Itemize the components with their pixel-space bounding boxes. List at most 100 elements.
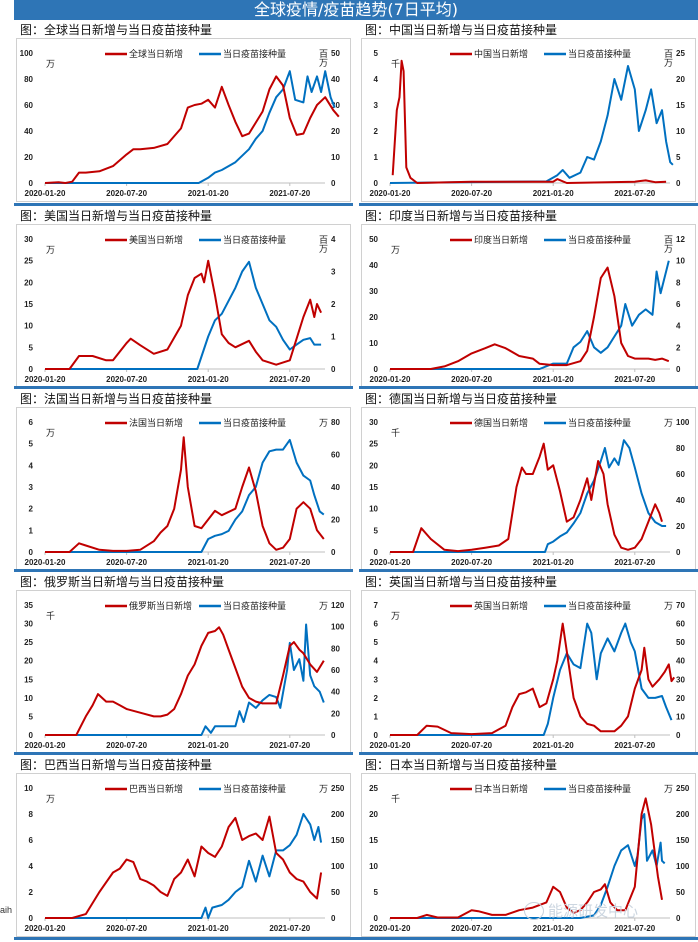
chart-panel: 图：德国当日新增与当日疫苗接种量 2020-01-20 2020-07-20 2021… [359,386,698,571]
left-tick-label: 4 [374,657,379,666]
right-tick-label: 60 [676,470,685,479]
right-unit-label: 万 [317,418,328,428]
left-tick-label: 10 [24,784,33,793]
panel-divider [359,386,698,389]
right-tick-label: 200 [331,810,345,819]
x-tick-label: 2021-01-20 [533,558,574,567]
x-tick-label: 2021-07-20 [614,741,655,750]
chart-frame: 2020-01-20 2020-07-20 2021-01-20 2021-07-20… [361,38,696,202]
line-chart: 2020-01-20 2020-07-20 2021-01-20 2021-07-20… [24,783,345,933]
left-tick-label: 3 [374,101,379,110]
right-tick-label: 20 [331,127,340,136]
left-tick-label: 1 [374,153,379,162]
chart-title: 图：全球当日新增与当日疫苗接种量 [20,23,213,37]
right-tick-label: 30 [331,101,340,110]
right-tick-label: 80 [331,418,340,427]
right-tick-label: 0 [331,914,336,923]
panel-divider [14,569,353,572]
left-tick-label: 30 [24,235,33,244]
line-chart: 2020-01-20 2020-07-20 2021-01-20 2021-07-20… [369,783,690,933]
x-tick-label: 2021-01-20 [188,375,229,384]
right-tick-label: 40 [676,657,685,666]
left-tick-label: 10 [24,694,33,703]
legend-label-cases: 印度当日新增 [474,234,528,246]
series-line-cases [390,442,663,553]
x-tick-label: 2020-07-20 [106,924,147,933]
left-tick-label: 6 [29,836,34,845]
line-chart: 2020-01-20 2020-07-20 2021-01-20 2021-07-20… [370,48,686,198]
series-line-vaccine [390,439,667,553]
chart-panel: 图：中国当日新增与当日疫苗接种量 2020-01-20 2020-07-20 2021… [359,20,698,203]
left-tick-label: 20 [369,313,378,322]
chart-panel: 图：俄罗斯当日新增与当日疫苗接种量 2020-01-20 2020-07-20 202… [14,569,353,754]
x-tick-label: 2021-07-20 [269,375,310,384]
x-tick-label: 2020-01-20 [25,558,66,567]
right-tick-label: 80 [676,444,685,453]
left-tick-label: 0 [29,914,34,923]
panel-divider [14,203,353,206]
x-tick-label: 2021-07-20 [269,558,310,567]
left-tick-label: 2 [29,888,34,897]
left-tick-label: 30 [369,287,378,296]
line-chart: 2020-01-20 2020-07-20 2021-01-20 2021-07-20… [24,234,336,384]
right-tick-label: 150 [331,836,345,845]
legend-label-vaccine: 当日疫苗接种量 [568,600,631,612]
right-unit-label: 万 [662,601,673,611]
right-tick-label: 12 [676,235,685,244]
right-tick-label: 50 [331,888,340,897]
series-line-vaccine [45,813,323,919]
left-tick-label: 50 [369,235,378,244]
x-tick-label: 2020-01-20 [370,741,411,750]
right-tick-label: 50 [331,49,340,58]
x-tick-label: 2021-07-20 [269,924,310,933]
legend-label-vaccine: 当日疫苗接种量 [223,417,286,429]
chart-legend: 全球当日新增 当日疫苗接种量 [105,48,286,60]
panel-divider [359,752,698,755]
right-tick-label: 0 [676,731,681,740]
x-tick-label: 2021-07-20 [614,558,655,567]
left-tick-label: 2 [374,694,379,703]
legend-label-cases: 德国当日新增 [474,417,528,429]
series-line-cases [390,266,670,370]
left-tick-label: 80 [24,75,33,84]
series-line-vaccine [390,622,673,736]
chart-frame: 2020-01-20 2020-07-20 2021-01-20 2021-07-20… [16,224,351,388]
right-tick-label: 200 [676,810,690,819]
right-unit-label: 万 [662,784,673,794]
right-tick-label: 40 [331,483,340,492]
left-tick-label: 6 [29,418,34,427]
series-line-vaccine [45,438,325,553]
legend-label-vaccine: 当日疫苗接种量 [568,417,631,429]
left-tick-label: 4 [29,862,34,871]
x-tick-label: 2020-01-20 [25,189,66,198]
x-tick-label: 2021-01-20 [533,741,574,750]
left-tick-label: 3 [29,483,34,492]
right-tick-label: 2 [331,300,336,309]
legend-label-cases: 日本当日新增 [474,783,528,795]
series-line-cases [390,622,676,736]
left-tick-label: 30 [369,418,378,427]
right-unit-label: 万 [317,601,328,611]
right-unit-label: 百万 [317,235,328,254]
legend-label-vaccine: 当日疫苗接种量 [568,48,631,60]
right-tick-label: 120 [331,601,345,610]
left-tick-label: 15 [369,836,378,845]
x-tick-label: 2021-01-20 [533,924,574,933]
legend-label-cases: 中国当日新增 [474,48,528,60]
left-tick-label: 8 [29,810,34,819]
right-tick-label: 40 [331,75,340,84]
left-unit-label: 千 [389,794,400,804]
series-line-cases [391,59,667,184]
series-line-cases [45,436,325,553]
left-tick-label: 0 [29,365,34,374]
chart-title: 图：美国当日新增与当日疫苗接种量 [20,209,213,223]
left-unit-label: 万 [389,245,400,255]
bottom-divider [14,937,698,940]
left-tick-label: 1 [29,526,34,535]
panel-divider [359,203,698,206]
chart-title: 图：英国当日新增与当日疫苗接种量 [365,575,558,589]
right-tick-label: 50 [676,888,685,897]
x-tick-label: 2020-07-20 [106,375,147,384]
left-unit-label: 千 [389,428,400,438]
series-line-vaccine [45,623,325,736]
